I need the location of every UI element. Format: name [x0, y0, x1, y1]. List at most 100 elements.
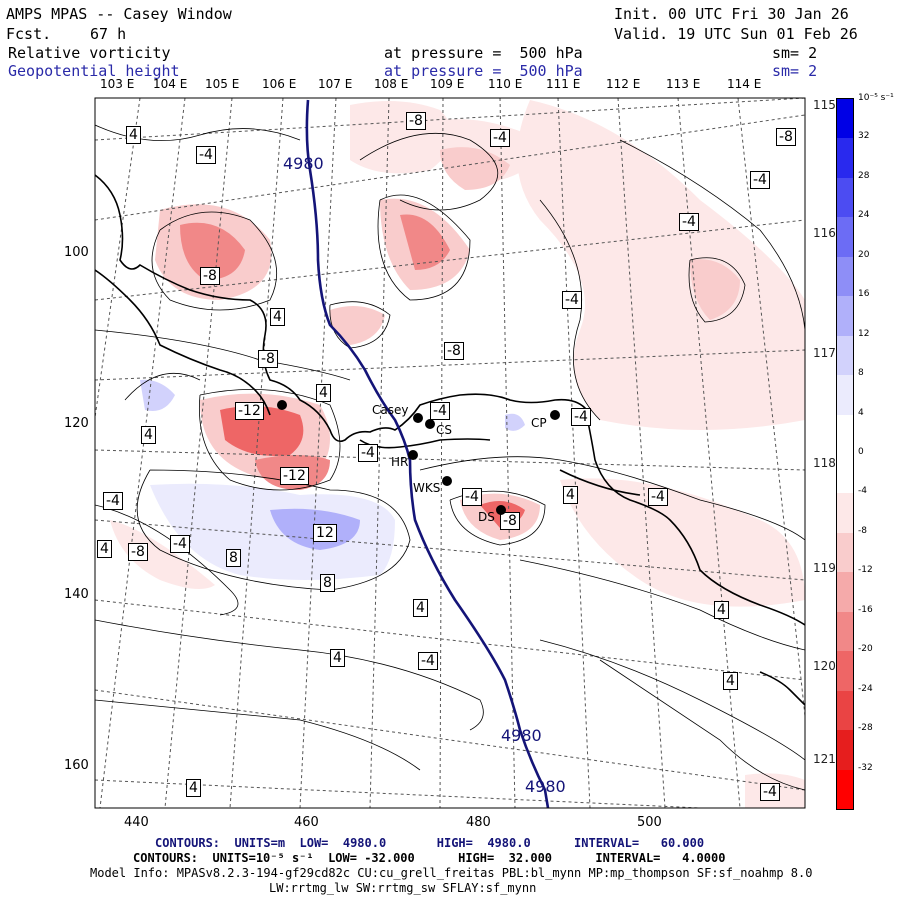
lon-label: 114 E: [727, 77, 762, 91]
station-label: Casey: [372, 403, 409, 417]
colorbar-swatch: [837, 335, 853, 376]
field1-smoothing: sm= 2: [772, 44, 818, 62]
colorbar-label: 0: [858, 447, 864, 457]
colorbar-label: -8: [858, 525, 867, 536]
contour-label: 4: [126, 126, 141, 144]
x-axis-label: 480: [466, 815, 491, 830]
colorbar-swatch: [837, 414, 853, 454]
lon-label: 110 E: [488, 77, 523, 91]
field1-name: Relative vorticity: [8, 44, 171, 62]
colorbar-swatch: [837, 99, 853, 139]
footer-vorticity-contours: CONTOURS: UNITS=10⁻⁵ s⁻¹ LOW= -32.000 HI…: [133, 851, 726, 865]
contour-label: -8: [776, 128, 796, 146]
contour-label: 4: [714, 601, 729, 619]
colorbar-swatch: [837, 730, 853, 770]
colorbar-label: 4: [858, 407, 864, 418]
height-contour-4980: [305, 99, 550, 808]
colorbar-label: -32: [858, 762, 873, 773]
lon-label: 107 E: [318, 77, 353, 91]
contour-label: 4: [563, 486, 578, 504]
colorbar: [836, 98, 854, 810]
contour-label: -4: [562, 291, 582, 309]
colorbar-unit: 10⁻⁵ s⁻¹: [858, 93, 894, 103]
station-label: DS: [478, 510, 495, 524]
x-axis-label: 500: [637, 815, 662, 830]
contour-label: 4: [723, 672, 738, 690]
contour-label: -4: [462, 488, 482, 506]
lon-label: 106 E: [262, 77, 297, 91]
contour-label: -4: [750, 171, 770, 189]
lon-label: 113 E: [666, 77, 701, 91]
contour-label: -4: [196, 146, 216, 164]
contour-label: 8: [226, 549, 241, 567]
x-axis-label: 460: [294, 815, 319, 830]
contour-label: -4: [760, 783, 780, 801]
field1-pressure: at pressure = 500 hPa: [384, 44, 583, 62]
colorbar-swatch: [837, 454, 853, 494]
colorbar-label: -4: [858, 486, 867, 497]
y-axis-label: 100: [64, 245, 89, 260]
contour-label: -4: [103, 492, 123, 510]
colorbar-label: 8: [858, 368, 864, 379]
colorbar-label: 12: [858, 328, 870, 339]
contour-label: -8: [444, 342, 464, 360]
colorbar-label: 20: [858, 249, 870, 260]
colorbar-label: 32: [858, 131, 870, 142]
contour-label: 4: [97, 540, 112, 558]
colorbar-swatch: [837, 769, 853, 809]
contour-label: -12: [235, 402, 264, 420]
contour-label: 4: [141, 426, 156, 444]
contour-label: -4: [170, 535, 190, 553]
lon-label: 109 E: [430, 77, 465, 91]
valid-time: Valid. 19 UTC Sun 01 Feb 26: [614, 25, 858, 43]
lon-label: 112 E: [606, 77, 641, 91]
colorbar-label: -28: [858, 723, 873, 734]
contour-label: 4: [316, 384, 331, 402]
colorbar-swatch: [837, 611, 853, 652]
coastline: [95, 174, 805, 706]
contour-label: -4: [571, 408, 591, 426]
graticule: [95, 98, 805, 808]
contour-label: -4: [430, 402, 450, 420]
footer-model-info-2: LW:rrtmg_lw SW:rrtmg_sw SFLAY:sf_mynn: [269, 881, 537, 895]
contour-label: 12: [313, 524, 337, 542]
lon-label: 111 E: [546, 77, 581, 91]
station-label: WKS: [413, 481, 441, 495]
contour-label: -4: [679, 213, 699, 231]
y-axis-label: 160: [64, 758, 89, 773]
contour-label: 4: [330, 649, 345, 667]
footer-model-info: Model Info: MPASv8.2.3-194-gf29cd82c CU:…: [90, 866, 813, 880]
colorbar-swatch: [837, 493, 853, 533]
forecast-hour: 67 h: [90, 25, 127, 43]
contour-label: -8: [128, 543, 148, 561]
contour-label: -12: [280, 467, 309, 485]
colorbar-swatch: [837, 296, 853, 336]
contour-label: 4: [186, 779, 201, 797]
colorbar-label: -16: [858, 604, 873, 615]
colorbar-label: -20: [858, 644, 873, 655]
colorbar-label: 24: [858, 210, 870, 221]
colorbar-swatch: [837, 256, 853, 297]
colorbar-swatch: [837, 572, 853, 612]
height-label: 4980: [525, 777, 566, 796]
colorbar-swatch: [837, 217, 853, 257]
colorbar-label: 16: [858, 289, 870, 300]
field2-smoothing: sm= 2: [772, 62, 818, 80]
colorbar-label: 28: [858, 170, 870, 181]
contour-label: -8: [500, 512, 520, 530]
contour-label: -4: [648, 488, 668, 506]
contour-label: -4: [418, 652, 438, 670]
field2-name: Geopotential height: [8, 62, 180, 80]
lon-label: 105 E: [205, 77, 240, 91]
vorticity-shading: [110, 100, 805, 808]
station-label: CP: [531, 416, 547, 430]
station-label: HR: [391, 455, 409, 469]
field2-pressure: at pressure = 500 hPa: [384, 62, 583, 80]
y-axis-label: 120: [64, 416, 89, 431]
contour-label: 4: [413, 599, 428, 617]
contour-label: -8: [200, 267, 220, 285]
map-title: AMPS MPAS -- Casey Window: [6, 5, 232, 23]
colorbar-swatch: [837, 375, 853, 415]
footer-height-contours: CONTOURS: UNITS=m LOW= 4980.0 HIGH= 4980…: [155, 836, 705, 850]
